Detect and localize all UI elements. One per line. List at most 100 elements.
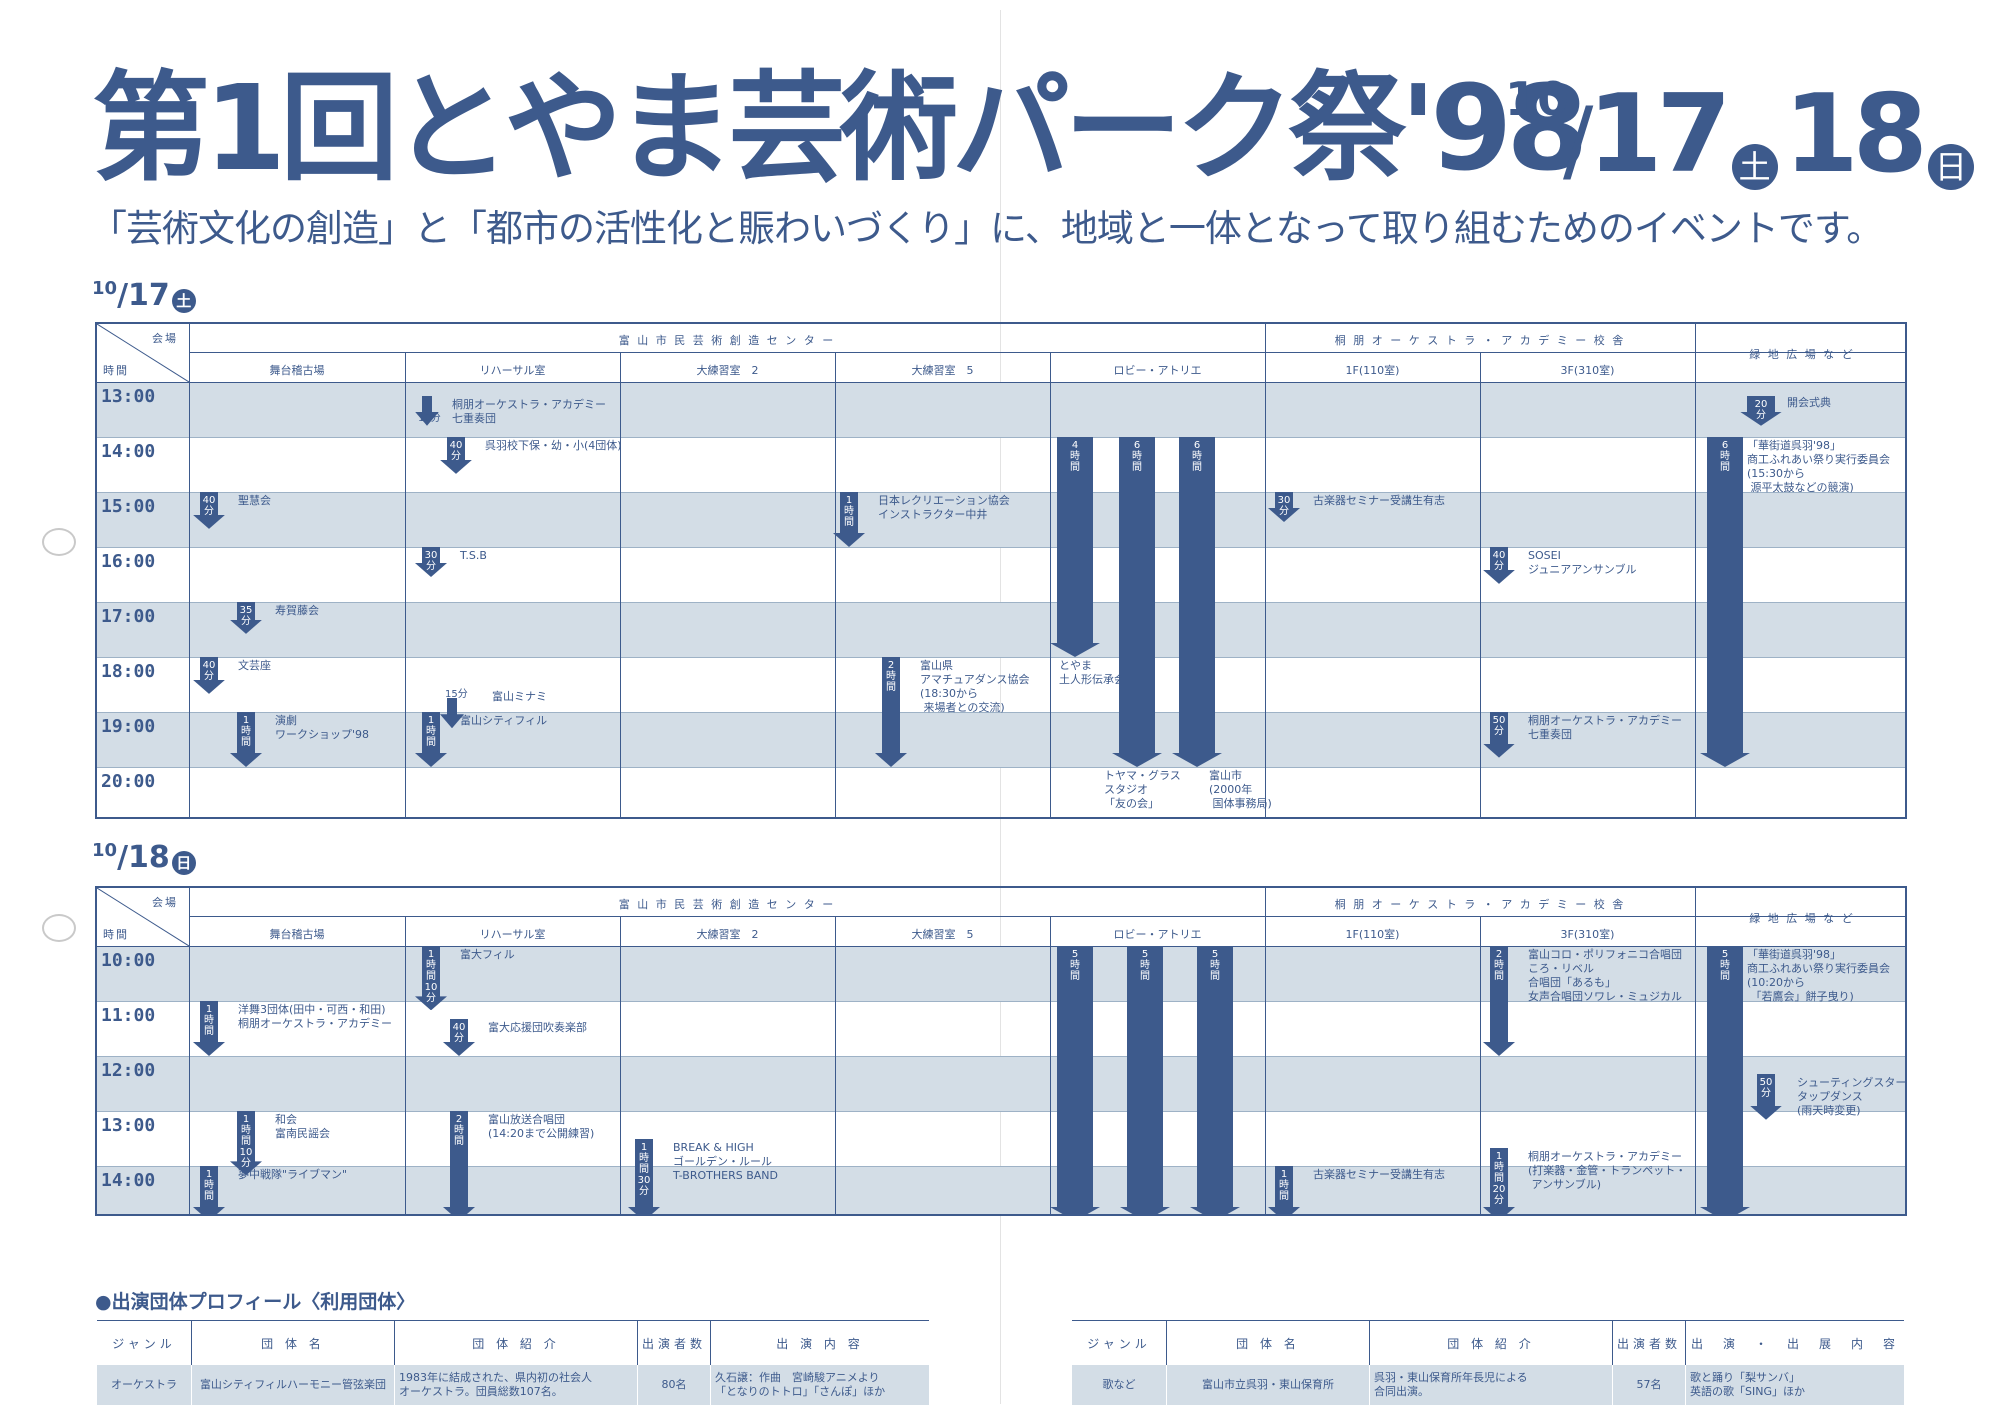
column-divider xyxy=(1050,352,1051,817)
arrow-head xyxy=(1483,1042,1515,1056)
punch-hole xyxy=(42,914,76,942)
time-arrow: 5 時 間 xyxy=(1050,946,1100,1214)
time-arrow: 6 時 間 xyxy=(1112,437,1162,767)
arrow-head xyxy=(1750,1105,1782,1120)
time-label-1400: 14:00 xyxy=(101,1170,156,1191)
row-divider xyxy=(97,602,1905,603)
time-arrow: 40 分 xyxy=(193,657,225,694)
header-divider xyxy=(97,382,1905,383)
punch-hole xyxy=(42,528,76,556)
room-header: 舞台稽古場 xyxy=(269,364,325,377)
time-label-1900: 19:00 xyxy=(101,716,156,737)
page-title: 第1回とやま芸術パーク祭'98 xyxy=(92,59,1588,197)
column-divider xyxy=(835,352,836,817)
room-header: 1F(110室) xyxy=(1345,364,1400,377)
event-label: 富山放送合唱団 (14:20まで公開練習) xyxy=(488,1113,595,1140)
duration-label: 2 時 間 xyxy=(454,1114,464,1147)
arrow-shaft xyxy=(1119,437,1155,755)
arrow-shaft xyxy=(422,395,432,414)
col-header: 団 体 紹 介 xyxy=(1369,1320,1613,1365)
arrow-shaft xyxy=(1057,437,1093,645)
duration-label: 15分 xyxy=(445,689,468,701)
duration-label: 1 時 間 20 分 xyxy=(1492,1150,1506,1206)
table-cell: 富山シティフィルハーモニー管弦楽団 xyxy=(191,1365,395,1405)
duration-label: 20 分 xyxy=(1754,398,1768,421)
time-arrow: 4 時 間 xyxy=(1050,437,1100,657)
event-label: 呉羽校下保・幼・小(4団体) xyxy=(485,439,622,452)
col-header: 団 体 名 xyxy=(1166,1320,1370,1365)
duration-label: 2 時 間 xyxy=(1494,949,1504,982)
event-label: 開会式典 xyxy=(1787,395,1831,409)
event-label: SOSEI ジュニアアンサンブル xyxy=(1528,549,1637,576)
duration-label: 50 分 xyxy=(1759,1077,1773,1100)
arrow-head xyxy=(1483,1206,1515,1214)
col-header: 団 体 紹 介 xyxy=(394,1320,638,1365)
row-band xyxy=(97,712,1905,767)
event-label: 寿賀藤会 xyxy=(275,604,319,617)
arrow-shaft xyxy=(1490,712,1508,746)
time-arrow: 2 時 間 xyxy=(875,657,907,767)
duration-label: 4 時 間 xyxy=(1070,440,1080,473)
duration-label: 5 時 間 xyxy=(1210,949,1220,982)
row-divider xyxy=(97,437,1905,438)
time-arrow: 6 時 間 xyxy=(1700,437,1750,767)
row-band xyxy=(97,946,1905,1001)
arrow-shaft xyxy=(635,1138,653,1209)
room-header: 3F(310室) xyxy=(1560,364,1615,377)
duration-label: 10分 xyxy=(418,412,441,424)
column-divider xyxy=(189,324,190,817)
row-divider xyxy=(97,492,1905,493)
arrow-shaft xyxy=(422,712,440,755)
table-cell: 歌と踊り「梨サンバ」 英語の歌「SING」ほか xyxy=(1685,1365,1904,1405)
room-header: 舞台稽古場 xyxy=(269,928,325,941)
duration-label: 1 時 間 xyxy=(241,715,251,748)
event-label: 富大フィル xyxy=(460,948,515,961)
time-label-1300: 13:00 xyxy=(101,386,156,407)
day2-label: 10/18 日 xyxy=(92,840,196,875)
event-label: 日本レクリエーション協会 インストラクター中井 xyxy=(878,494,1010,521)
column-divider xyxy=(1265,888,1266,1214)
time-arrow: 1 時 間 xyxy=(1268,1166,1300,1214)
time-arrow: 40 分 xyxy=(440,437,472,474)
date-day1: 17 xyxy=(1587,72,1731,197)
duration-label: 1 時 間 10 分 xyxy=(424,949,438,1004)
event-label: 古楽器セミナー受講生有志 xyxy=(1313,1168,1445,1181)
arrow-head xyxy=(193,1207,225,1214)
duration-label: 6 時 間 xyxy=(1192,440,1202,473)
row-divider xyxy=(97,767,1905,768)
event-label: 富山コロ・ポリフォニコ合唱団 ころ・リベル 合唱団「あるも」 女声合唱団ソワレ・… xyxy=(1528,948,1682,1003)
arrow-head xyxy=(1050,643,1100,657)
column-divider xyxy=(620,352,621,817)
row-divider xyxy=(97,1001,1905,1002)
arrow-head xyxy=(1268,1207,1300,1214)
event-label: 富山ミナミ xyxy=(492,690,547,704)
header-divider xyxy=(97,946,1905,947)
event-label: とやま 土人形伝承会 xyxy=(1059,659,1125,686)
arrow-shaft xyxy=(200,492,218,517)
event-label: 洋舞3団体(田中・可西・和田) 桐朋オーケストラ・アカデミー xyxy=(238,1003,392,1030)
time-arrow: 6 時 間 xyxy=(1172,437,1222,767)
arrow-shaft xyxy=(1197,946,1233,1209)
row-divider xyxy=(97,547,1905,548)
table-cell: 富山市立呉羽・東山保育所 xyxy=(1166,1365,1370,1405)
event-dates: 10/17 土 18 日 xyxy=(1505,72,1980,197)
event-label: 「華街道呉羽'98」 商工ふれあい祭り実行委員会 (15:30から 源平太鼓など… xyxy=(1747,439,1890,494)
row-divider xyxy=(97,1111,1905,1112)
arrow-head xyxy=(1172,753,1222,767)
row-divider xyxy=(97,1166,1905,1167)
col-header: 出演者数 xyxy=(637,1320,711,1365)
event-label: 富大応援団吹奏楽部 xyxy=(488,1021,587,1035)
room-header: 3F(310室) xyxy=(1560,928,1615,941)
col-header: 出演者数 xyxy=(1612,1320,1686,1365)
arrow-shaft xyxy=(1179,437,1215,755)
time-label-1500: 15:00 xyxy=(101,496,156,517)
arrow-shaft xyxy=(1275,1166,1293,1209)
time-arrow: 40 分 xyxy=(193,492,225,529)
corner-diagonal xyxy=(97,324,189,382)
row-band xyxy=(97,492,1905,547)
arrow-shaft xyxy=(1127,946,1163,1209)
event-label: シューティングスター タップダンス (雨天時変更) xyxy=(1797,1076,1907,1118)
column-divider xyxy=(835,916,836,1214)
duration-label: 1 時 間 10 分 xyxy=(239,1114,253,1169)
room-header: 1F(110室) xyxy=(1345,928,1400,941)
